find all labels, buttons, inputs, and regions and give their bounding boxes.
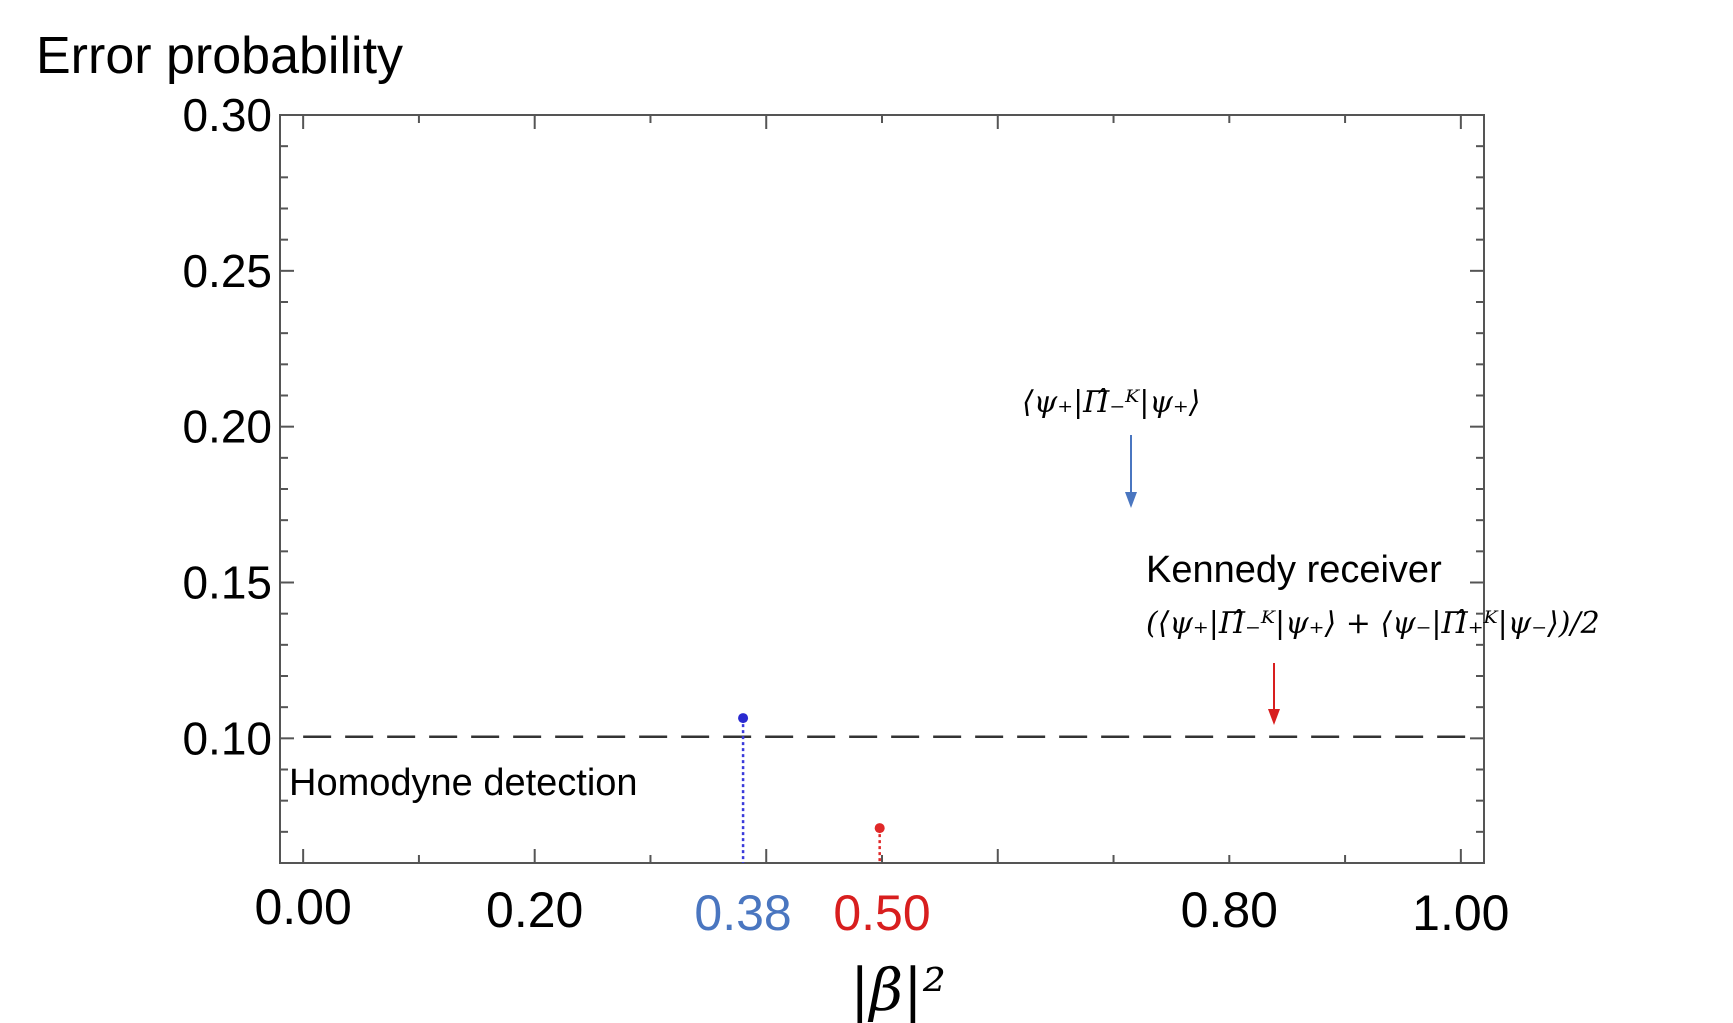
y-tick-label: 0.15 — [182, 557, 272, 609]
x-tick-label: 1.00 — [1412, 885, 1509, 941]
y-axis-title: Error probability — [36, 27, 403, 85]
blue-curve-label: ⟨ψ₊|Π̂₋ᴷ|ψ₊⟩ — [1022, 385, 1200, 420]
blue-minimum-point — [738, 713, 749, 724]
y-tick-label: 0.30 — [182, 89, 272, 141]
x-axis-title: |β|² — [850, 956, 946, 1023]
kennedy-title-label: Kennedy receiver — [1146, 549, 1442, 591]
axis-ticks — [280, 114, 1484, 863]
kennedy-annotation-arrow — [1268, 663, 1280, 725]
x-tick-label: 0.80 — [1181, 882, 1278, 938]
y-tick-label: 0.25 — [182, 245, 272, 297]
x-tick-labels: 0.00 0.20 0.38 0.50 0.80 1.00 — [254, 879, 1509, 941]
blue-annotation-arrow — [1125, 435, 1137, 508]
x-tick-label: 0.20 — [486, 882, 583, 938]
red-minimum-point — [874, 823, 885, 834]
plot-frame — [279, 114, 1485, 864]
homodyne-label: Homodyne detection — [289, 762, 638, 804]
kennedy-formula-label: (⟨ψ₊|Π̂₋ᴷ|ψ₊⟩ + ⟨ψ₋|Π̂₊ᴷ|ψ₋⟩)/2 — [1146, 606, 1600, 641]
y-tick-labels: 0.30 0.25 0.20 0.15 0.10 — [182, 89, 272, 764]
y-tick-label: 0.20 — [182, 401, 272, 453]
y-tick-label: 0.10 — [182, 712, 272, 764]
x-tick-label: 0.50 — [833, 885, 930, 941]
x-tick-label: 0.38 — [694, 885, 791, 941]
x-tick-label: 0.00 — [254, 879, 351, 935]
